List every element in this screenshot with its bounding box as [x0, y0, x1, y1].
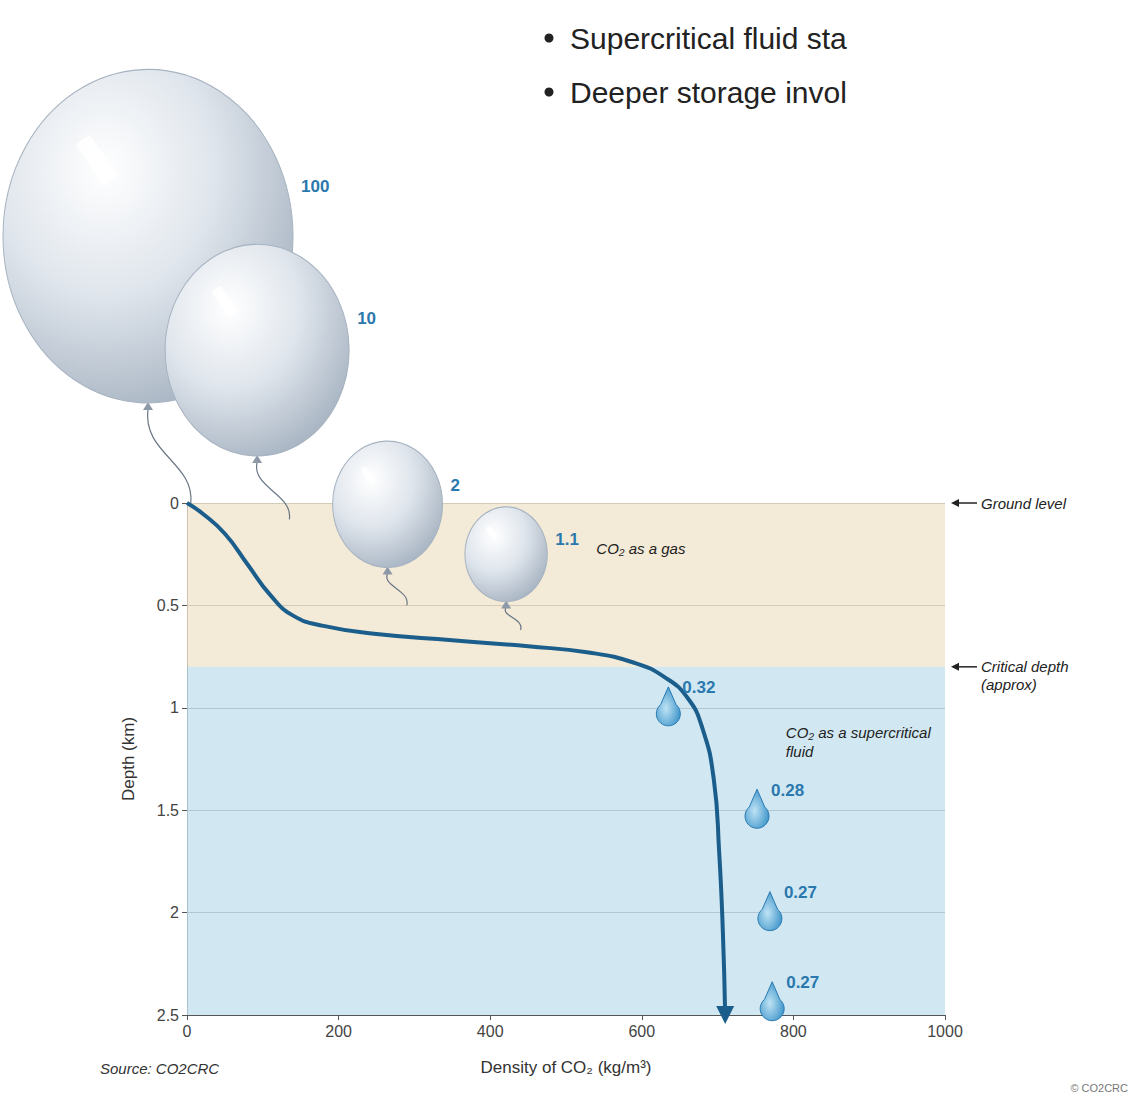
svg-text:1: 1	[170, 699, 179, 716]
svg-text:2: 2	[170, 904, 179, 921]
svg-text:(approx): (approx)	[981, 676, 1037, 693]
svg-text:Ground level: Ground level	[981, 495, 1067, 512]
svg-text:0.27: 0.27	[786, 973, 819, 992]
svg-text:Source: CO2CRC: Source: CO2CRC	[100, 1060, 219, 1077]
svg-text:Critical depth: Critical depth	[981, 658, 1073, 675]
svg-text:800: 800	[780, 1023, 807, 1040]
svg-text:400: 400	[477, 1023, 504, 1040]
svg-text:1.5: 1.5	[157, 802, 179, 819]
svg-text:0: 0	[183, 1023, 192, 1040]
svg-text:CO₂ as a gas: CO₂ as a gas	[596, 540, 686, 557]
svg-text:10: 10	[357, 309, 376, 328]
svg-text:Supercritical fluid sta: Supercritical fluid sta	[570, 22, 847, 55]
svg-text:Density of CO₂ (kg/m³): Density of CO₂ (kg/m³)	[481, 1058, 652, 1077]
svg-text:2.5: 2.5	[157, 1007, 179, 1024]
svg-text:0.32: 0.32	[682, 678, 715, 697]
svg-text:1.1: 1.1	[555, 530, 579, 549]
svg-text:1000: 1000	[927, 1023, 963, 1040]
svg-text:2: 2	[451, 476, 460, 495]
svg-text:100: 100	[301, 177, 329, 196]
svg-text:CO₂ as a supercritical: CO₂ as a supercritical	[786, 724, 935, 741]
svg-text:600: 600	[628, 1023, 655, 1040]
svg-text:0: 0	[170, 495, 179, 512]
svg-text:0.5: 0.5	[157, 597, 179, 614]
svg-text:0.27: 0.27	[784, 883, 817, 902]
svg-text:Depth (km): Depth (km)	[119, 717, 138, 801]
svg-text:fluid: fluid	[786, 743, 814, 760]
svg-text:0.28: 0.28	[771, 781, 804, 800]
svg-text:© CO2CRC: © CO2CRC	[1070, 1082, 1128, 1094]
svg-text:200: 200	[325, 1023, 352, 1040]
svg-text:Deeper storage invol: Deeper storage invol	[570, 76, 847, 109]
